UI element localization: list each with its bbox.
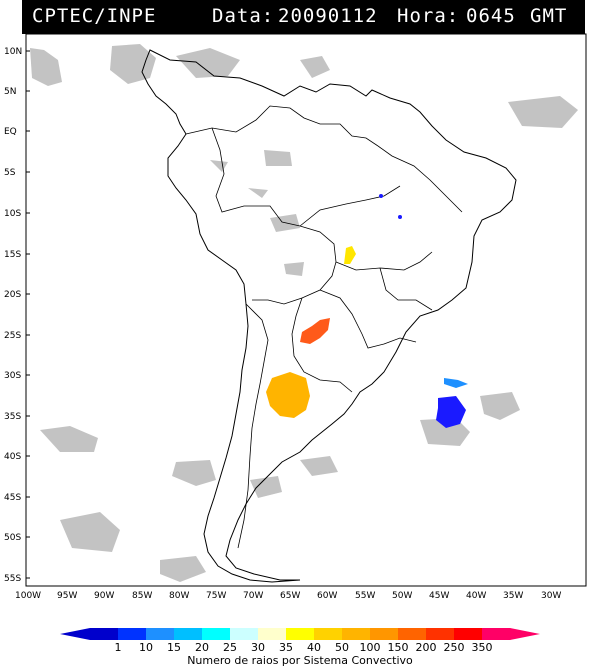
legend-tick-label: 50 [335, 641, 349, 654]
convective-system-amazon-1 [379, 194, 383, 198]
legend-tick-label: 20 [195, 641, 209, 654]
lat-label-45s: 45S [4, 493, 21, 503]
color-legend-bar: 1 10 15 20 25 30 35 40 50 100 150 200 250 350 [60, 628, 540, 654]
convective-system-paraguay [300, 318, 330, 344]
legend-tick-label: 200 [416, 641, 437, 654]
lon-label-50w: 50W [392, 591, 412, 601]
south-america-outline [141, 49, 517, 583]
longitude-labels: 100W 95W 90W 85W 80W 75W 70W 65W 60W 55W… [15, 591, 561, 601]
legend-swatch [146, 628, 175, 640]
legend-tick-label: 35 [279, 641, 293, 654]
cloud-cover [30, 44, 578, 582]
agency-label: CPTEC/INPE [32, 5, 157, 27]
lat-label-10n: 10N [4, 47, 22, 57]
legend-swatch [342, 628, 371, 640]
convective-system-central-brazil [344, 246, 356, 264]
legend-tick-label: 10 [139, 641, 153, 654]
legend-tick-label: 350 [472, 641, 493, 654]
legend-tick-label: 1 [115, 641, 122, 654]
convective-system-argentina [266, 372, 310, 418]
legend-swatch [118, 628, 147, 640]
convective-systems [266, 194, 468, 428]
time-value: 0645 [466, 5, 516, 27]
legend-tick-labels: 1 10 15 20 25 30 35 40 50 100 150 200 250 350 [115, 641, 493, 654]
lat-label-15s: 15S [4, 250, 21, 260]
legend-swatch [174, 628, 203, 640]
legend-swatch [230, 628, 259, 640]
map-svg: 10N 5N EQ 5S 10S 15S 20S 25S 30S 35S 40S… [4, 33, 587, 601]
color-swatches [60, 628, 540, 640]
lat-label-50s: 50S [4, 533, 21, 543]
lat-label-5n: 5N [4, 87, 16, 97]
lat-label-20s: 20S [4, 290, 21, 300]
legend-caption: Numero de raios por Sistema Convectivo [187, 654, 413, 667]
lat-label-40s: 40S [4, 452, 21, 462]
map-border [25, 33, 587, 587]
legend-tick-label: 150 [388, 641, 409, 654]
lon-label-100w: 100W [15, 591, 41, 601]
legend-tick-label: 40 [307, 641, 321, 654]
lat-label-35s: 35S [4, 412, 21, 422]
legend-arrow-left [60, 628, 90, 640]
lon-label-65w: 65W [280, 591, 300, 601]
timezone-label: GMT [530, 5, 568, 27]
lat-label-5s: 5S [4, 168, 16, 178]
legend-swatch [454, 628, 483, 640]
convective-system-atlantic-north [444, 378, 468, 388]
convective-system-amazon-2 [398, 215, 402, 219]
legend-swatch [286, 628, 315, 640]
country-borders [185, 105, 463, 549]
legend-swatch [398, 628, 427, 640]
lat-label-10s: 10S [4, 209, 21, 219]
lat-label-30s: 30S [4, 371, 21, 381]
date-value: 20090112 [278, 5, 378, 27]
legend-tick-label: 15 [167, 641, 181, 654]
legend-tick-label: 30 [251, 641, 265, 654]
legend-swatch [258, 628, 287, 640]
lon-label-70w: 70W [243, 591, 263, 601]
lon-label-30w: 30W [541, 591, 561, 601]
legend-tick-label: 25 [223, 641, 237, 654]
lon-label-55w: 55W [355, 591, 375, 601]
lon-label-85w: 85W [132, 591, 152, 601]
legend-swatch [426, 628, 455, 640]
legend-swatch [482, 628, 511, 640]
lon-label-80w: 80W [169, 591, 189, 601]
legend-swatch [90, 628, 119, 640]
latitude-labels: 10N 5N EQ 5S 10S 15S 20S 25S 30S 35S 40S… [4, 47, 22, 584]
lon-label-35w: 35W [503, 591, 523, 601]
latitude-ticks [26, 50, 30, 579]
legend-swatch [314, 628, 343, 640]
header-bar: CPTEC/INPE Data: 20090112 Hora: 0645 GMT [22, 0, 585, 34]
lat-label-25s: 25S [4, 331, 21, 341]
lon-label-75w: 75W [206, 591, 226, 601]
lat-label-55s: 55S [4, 574, 21, 584]
hour-label: Hora: [397, 5, 460, 27]
lat-label-eq: EQ [4, 127, 17, 137]
legend-swatch [202, 628, 231, 640]
legend-arrow-right [510, 628, 540, 640]
legend-tick-label: 250 [444, 641, 465, 654]
date-label: Data: [212, 5, 275, 27]
lon-label-40w: 40W [466, 591, 486, 601]
lon-label-95w: 95W [57, 591, 77, 601]
legend-swatch [370, 628, 399, 640]
convective-system-atlantic-south [436, 396, 466, 428]
lon-label-45w: 45W [429, 591, 449, 601]
legend-tick-label: 100 [360, 641, 381, 654]
lon-label-60w: 60W [317, 591, 337, 601]
lon-label-90w: 90W [94, 591, 114, 601]
